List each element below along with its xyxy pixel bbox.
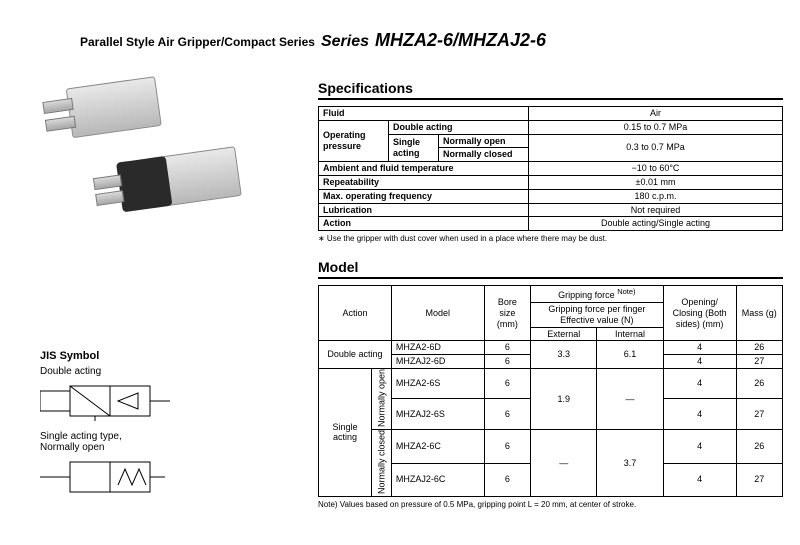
spec-lub-label: Lubrication (319, 203, 529, 217)
spec-repeat-label: Repeatability (319, 175, 529, 189)
model-cell: 6 (484, 463, 530, 497)
model-header-action: Action (319, 286, 392, 341)
table-row: Normally closed MHZA2-6C 6 — 3.7 4 26 (319, 429, 783, 463)
model-heading: Model (318, 259, 783, 279)
table-row: Action Double acting/Single acting (319, 217, 783, 231)
model-cell: MHZAJ2-6S (391, 399, 484, 430)
jis-single-open-diagram (40, 457, 180, 497)
model-cell: 6 (484, 355, 530, 369)
model-cell: 3.7 (597, 429, 663, 496)
model-cell: 27 (736, 355, 782, 369)
table-row: Single acting Normally open MHZA2-6S 6 1… (319, 368, 783, 399)
model-cell: 6 (484, 368, 530, 399)
model-single-acting: Single acting (319, 368, 372, 496)
table-row: Repeatability ±0.01 mm (319, 175, 783, 189)
model-cell: MHZAJ2-6C (391, 463, 484, 497)
spec-maxfreq-value: 180 c.p.m. (529, 189, 783, 203)
specifications-heading: Specifications (318, 80, 783, 100)
header-series-name: MHZA2-6/MHZAJ2-6 (375, 30, 546, 51)
header-series-label: Series (321, 33, 369, 51)
model-cell: 4 (663, 368, 736, 399)
model-cell: 3.3 (531, 341, 597, 369)
spec-single-value: 0.3 to 0.7 MPa (529, 134, 783, 162)
right-column: Specifications Fluid Air Operating press… (318, 80, 783, 509)
table-row: Fluid Air (319, 107, 783, 121)
table-row: Lubrication Not required (319, 203, 783, 217)
model-cell: MHZAJ2-6D (391, 355, 484, 369)
model-cell: 4 (663, 399, 736, 430)
model-cell: 6 (484, 399, 530, 430)
jis-title: JIS Symbol (40, 350, 220, 362)
model-cell: 26 (736, 341, 782, 355)
model-header-opening: Opening/ Closing (Both sides) (mm) (663, 286, 736, 341)
product-illustration (70, 80, 300, 240)
model-header-grip: Gripping force Note) (531, 286, 664, 303)
jis-single-open-label: Single acting type, Normally open (40, 431, 220, 453)
model-cell: 4 (663, 341, 736, 355)
model-cell: 4 (663, 355, 736, 369)
model-cell: 26 (736, 429, 782, 463)
model-n-closed: Normally closed (372, 429, 392, 496)
table-row: Operating pressure Double acting 0.15 to… (319, 120, 783, 134)
model-header-grip-per-finger: Gripping force per finger Effective valu… (531, 302, 664, 327)
spec-footnote: ∗ Use the gripper with dust cover when u… (318, 234, 783, 243)
specifications-table: Fluid Air Operating pressure Double acti… (318, 106, 783, 231)
model-cell: 6 (484, 341, 530, 355)
jis-double-acting-diagram (40, 381, 180, 421)
model-header-internal: Internal (597, 327, 663, 341)
model-cell: MHZA2-6D (391, 341, 484, 355)
table-row: Action Model Bore size (mm) Gripping for… (319, 286, 783, 303)
model-cell: — (597, 368, 663, 429)
spec-fluid-label: Fluid (319, 107, 529, 121)
model-header-model: Model (391, 286, 484, 341)
model-cell: 4 (663, 463, 736, 497)
jis-double-acting-label: Double acting (40, 366, 220, 377)
model-cell: 27 (736, 399, 782, 430)
spec-action-value: Double acting/Single acting (529, 217, 783, 231)
model-double-acting: Double acting (319, 341, 392, 369)
model-header-external: External (531, 327, 597, 341)
spec-maxfreq-label: Max. operating frequency (319, 189, 529, 203)
model-cell: 6.1 (597, 341, 663, 369)
spec-double-acting-label: Double acting (389, 120, 529, 134)
spec-ambient-value: −10 to 60°C (529, 162, 783, 176)
model-cell: 27 (736, 463, 782, 497)
table-row: Max. operating frequency 180 c.p.m. (319, 189, 783, 203)
model-header-mass: Mass (g) (736, 286, 782, 341)
spec-repeat-value: ±0.01 mm (529, 175, 783, 189)
model-cell: 1.9 (531, 368, 597, 429)
model-cell: MHZA2-6S (391, 368, 484, 399)
header-subtitle: Parallel Style Air Gripper/Compact Serie… (80, 35, 315, 49)
model-footnote: Note) Values based on pressure of 0.5 MP… (318, 500, 783, 509)
spec-normally-closed-label: Normally closed (439, 148, 529, 162)
spec-single-acting-label: Single acting (389, 134, 439, 162)
model-cell: 4 (663, 429, 736, 463)
model-table: Action Model Bore size (mm) Gripping for… (318, 285, 783, 497)
model-cell: 6 (484, 429, 530, 463)
table-row: Ambient and fluid temperature −10 to 60°… (319, 162, 783, 176)
spec-fluid-value: Air (529, 107, 783, 121)
model-header-bore: Bore size (mm) (484, 286, 530, 341)
spec-lub-value: Not required (529, 203, 783, 217)
model-cell: MHZA2-6C (391, 429, 484, 463)
model-cell: — (531, 429, 597, 496)
page-header: Parallel Style Air Gripper/Compact Serie… (80, 30, 546, 51)
spec-action-label: Action (319, 217, 529, 231)
model-cell: 26 (736, 368, 782, 399)
spec-ambient-label: Ambient and fluid temperature (319, 162, 529, 176)
table-row: Single acting Normally open 0.3 to 0.7 M… (319, 134, 783, 148)
spec-op-pressure-label: Operating pressure (319, 120, 389, 161)
spec-normally-open-label: Normally open (439, 134, 529, 148)
jis-symbol-block: JIS Symbol Double acting Single acting t… (40, 350, 220, 507)
spec-double-acting-value: 0.15 to 0.7 MPa (529, 120, 783, 134)
table-row: Double acting MHZA2-6D 6 3.3 6.1 4 26 (319, 341, 783, 355)
model-n-open: Normally open (372, 368, 392, 429)
